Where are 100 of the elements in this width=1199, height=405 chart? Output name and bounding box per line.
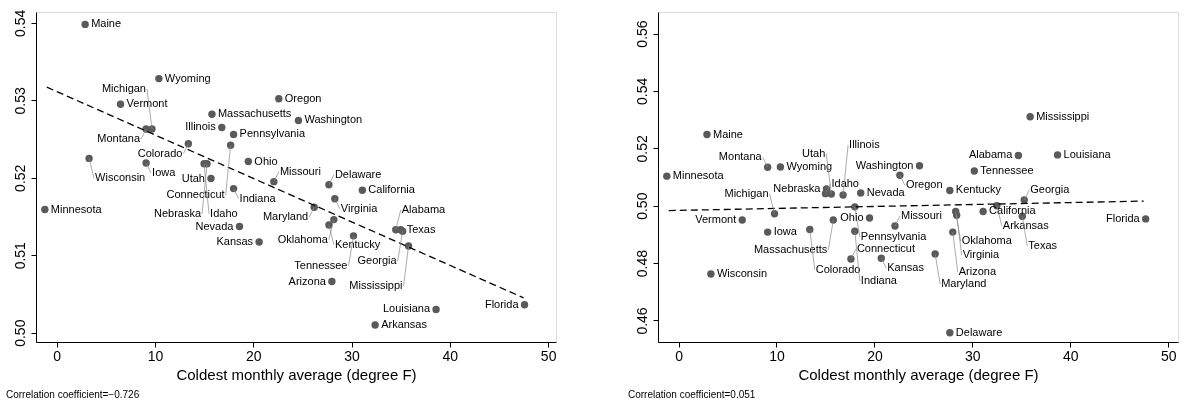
annotation: Idaho — [210, 206, 238, 219]
x-tick-label: 40 — [1062, 347, 1079, 364]
x-tick-label: 0 — [53, 347, 62, 364]
annotation: Illinois — [185, 120, 217, 133]
annotation: Texas — [406, 222, 436, 235]
annotation: Connecticut — [166, 188, 225, 201]
x-tick-label: 10 — [147, 347, 164, 364]
annotation: California — [368, 183, 416, 196]
annotation: Iowa — [773, 225, 798, 238]
annotation: Maryland — [262, 210, 309, 223]
x-tick-label: 20 — [245, 347, 262, 364]
annotation: Wisconsin — [95, 171, 146, 184]
y-tick-label: 0.54 — [11, 9, 28, 37]
y-tick-label: 0.53 — [11, 86, 28, 115]
annotation: Mississippi — [349, 278, 403, 291]
annotation: Kansas — [216, 235, 254, 248]
x-axis-title: Coldest monthly average (degree F) — [176, 365, 417, 383]
annotation: Wyoming — [164, 71, 211, 84]
annotation: Connecticut — [856, 242, 916, 255]
annotation: Massachusetts — [217, 107, 292, 120]
annotation: Indiana — [239, 191, 277, 204]
annotation: Alabama — [968, 148, 1014, 161]
annotation: Oklahoma — [961, 234, 1013, 247]
text: Correlation coefficient=−0.726 — [6, 389, 140, 400]
annotation: Nevada — [866, 186, 906, 199]
annotation: Wisconsin — [716, 266, 768, 279]
annotation: Texas — [1028, 239, 1058, 252]
annotation: Pennsylvania — [860, 229, 928, 242]
annotation: Missouri — [279, 164, 321, 177]
annotation: Massachusetts — [753, 243, 828, 256]
annotation: Tennessee — [294, 258, 348, 271]
annotation: Alabama — [401, 202, 447, 215]
text: Correlation coefficient=0.051 — [628, 389, 756, 400]
annotation: Utah — [802, 146, 826, 159]
x-axis-title: Coldest monthly average (degree F) — [798, 365, 1039, 383]
annotation: Wyoming — [786, 159, 833, 172]
annotation: Tennessee — [980, 163, 1034, 176]
x-tick-label: 50 — [1160, 347, 1177, 364]
annotation: Washington — [855, 158, 914, 171]
y-tick-label: 0.50 — [633, 192, 650, 220]
y-tick-label: 0.52 — [11, 164, 28, 192]
x-tick-label: 30 — [344, 347, 361, 364]
annotation: Minnesota — [672, 169, 725, 182]
annotation: Minnesota — [50, 202, 103, 215]
annotation: Florida — [484, 297, 520, 310]
annotation: Washington — [304, 113, 363, 126]
annotation: Colorado — [815, 262, 861, 275]
annotation: Arizona — [288, 274, 327, 287]
annotation: Mississippi — [1036, 109, 1090, 122]
annotation: Arkansas — [1002, 218, 1050, 231]
annotation: Vermont — [126, 97, 168, 110]
annotation: Pennsylvania — [239, 127, 306, 140]
annotation: Nebraska — [773, 182, 822, 195]
annotation: Ohio — [254, 154, 278, 167]
annotation: Maryland — [941, 276, 987, 289]
annotation: Louisiana — [1063, 147, 1112, 160]
annotation: Kentucky — [334, 238, 381, 251]
annotation: Florida — [1106, 211, 1141, 224]
annotation: Iowa — [152, 166, 177, 179]
x-tick-label: 10 — [769, 347, 785, 364]
y-tick-label: 0.50 — [11, 319, 28, 347]
annotation: Illinois — [849, 138, 881, 151]
x-tick-label: 40 — [442, 347, 459, 364]
annotation: Kentucky — [955, 183, 1002, 196]
annotation: Indiana — [860, 274, 898, 287]
annotation: Virginia — [340, 201, 379, 214]
annotation: Michigan — [101, 81, 146, 94]
annotation: Maine — [712, 127, 743, 140]
annotation: Arkansas — [381, 317, 428, 330]
y-tick-label: 0.48 — [633, 249, 650, 278]
annotation: Idaho — [831, 176, 859, 189]
y-tick-label: 0.46 — [633, 307, 650, 335]
annotation: Utah — [181, 171, 205, 184]
annotation: Maine — [91, 17, 122, 30]
annotation: Louisiana — [382, 302, 431, 315]
annotation: Georgia — [357, 254, 398, 267]
annotation: Delaware — [955, 325, 1003, 338]
annotation: Montana — [718, 150, 763, 163]
annotation: Oregon — [284, 91, 322, 104]
annotation: Nevada — [195, 219, 235, 232]
annotation: Ohio — [840, 211, 864, 224]
annotation: Colorado — [137, 146, 183, 159]
x-tick-label: 20 — [867, 347, 883, 364]
annotation: Missouri — [900, 209, 942, 222]
annotation: Michigan — [724, 186, 769, 199]
annotation: Kansas — [887, 261, 925, 274]
annotation: Oregon — [905, 178, 943, 191]
x-tick-label: 0 — [675, 347, 684, 364]
annotation: Delaware — [334, 167, 382, 180]
annotation: Vermont — [695, 213, 737, 226]
annotation: Arizona — [958, 265, 997, 278]
y-tick-label: 0.52 — [633, 134, 650, 163]
annotation: Georgia — [1030, 182, 1071, 195]
y-tick-label: 0.51 — [11, 241, 28, 270]
annotation: Montana — [97, 131, 141, 144]
annotation: Virginia — [962, 248, 1001, 261]
y-tick-label: 0.56 — [633, 20, 650, 48]
x-tick-label: 30 — [965, 347, 981, 364]
annotation: California — [989, 204, 1037, 217]
y-tick-label: 0.54 — [633, 77, 650, 106]
